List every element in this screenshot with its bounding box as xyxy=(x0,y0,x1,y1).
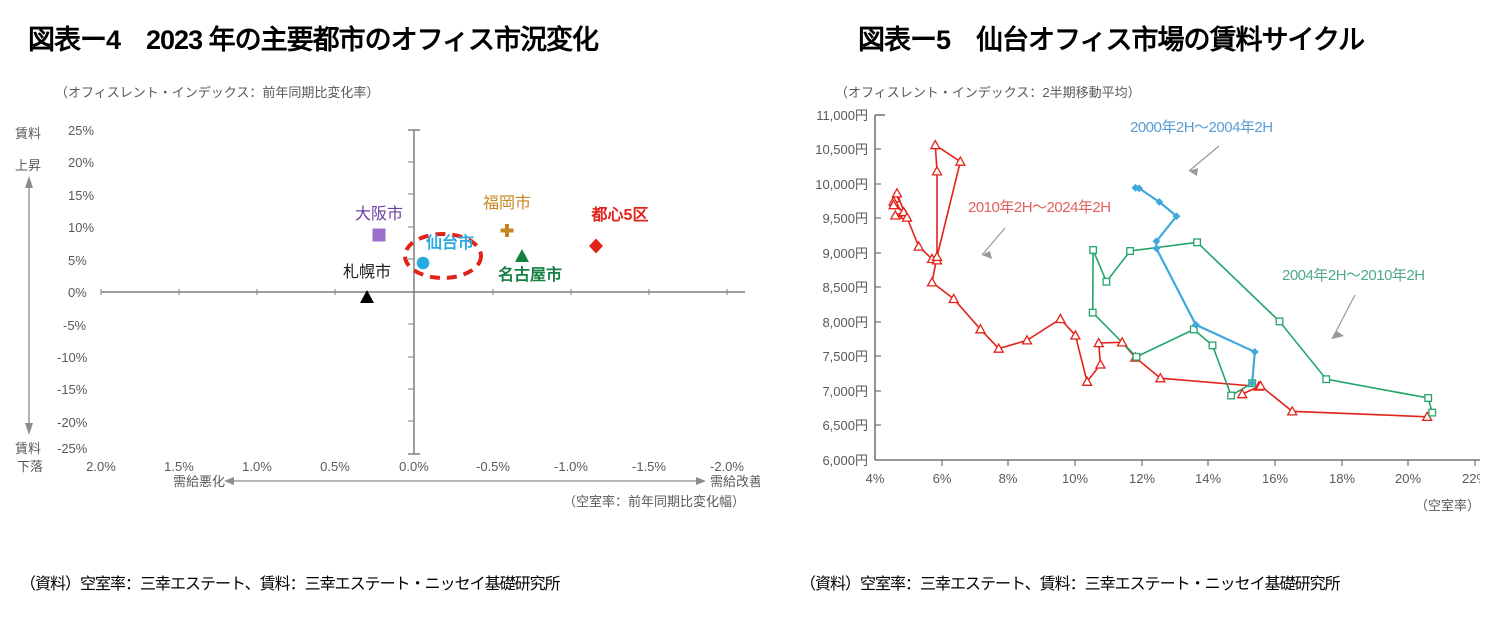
svg-text:2010年2H～2024年2H: 2010年2H～2024年2H xyxy=(968,199,1111,216)
svg-text:10,500円: 10,500円 xyxy=(815,142,868,157)
svg-text:9,000円: 9,000円 xyxy=(822,246,868,261)
svg-text:0.5%: 0.5% xyxy=(320,459,350,474)
svg-text:（空室率：前年同期比変化幅）: （空室率：前年同期比変化幅） xyxy=(563,494,745,509)
svg-text:1.0%: 1.0% xyxy=(242,459,272,474)
svg-text:4%: 4% xyxy=(866,471,885,486)
svg-text:5%: 5% xyxy=(68,253,87,268)
svg-text:0.0%: 0.0% xyxy=(399,459,429,474)
svg-text:9,500円: 9,500円 xyxy=(822,211,868,226)
svg-text:名古屋市: 名古屋市 xyxy=(498,265,562,284)
svg-text:18%: 18% xyxy=(1329,471,1355,486)
svg-text:福岡市: 福岡市 xyxy=(483,194,531,212)
svg-text:下落: 下落 xyxy=(17,459,43,474)
svg-text:8,000円: 8,000円 xyxy=(822,315,868,330)
svg-text:14%: 14% xyxy=(1195,471,1221,486)
svg-text:需給悪化: 需給悪化 xyxy=(173,474,225,489)
svg-text:-1.5%: -1.5% xyxy=(632,459,666,474)
svg-text:6,000円: 6,000円 xyxy=(822,453,868,468)
svg-text:6,500円: 6,500円 xyxy=(822,418,868,433)
svg-text:-25%: -25% xyxy=(57,441,88,456)
svg-text:11,000円: 11,000円 xyxy=(816,108,868,123)
svg-text:仙台市: 仙台市 xyxy=(426,233,474,252)
svg-text:8,500円: 8,500円 xyxy=(822,280,868,295)
svg-text:2004年2H～2010年2H: 2004年2H～2010年2H xyxy=(1282,267,1425,284)
svg-text:2000年2H～2004年2H: 2000年2H～2004年2H xyxy=(1130,119,1273,136)
svg-text:-20%: -20% xyxy=(57,415,88,430)
svg-text:25%: 25% xyxy=(68,123,94,138)
svg-text:賃料: 賃料 xyxy=(15,126,41,141)
svg-text:10%: 10% xyxy=(68,220,94,235)
svg-text:-15%: -15% xyxy=(57,382,88,397)
svg-text:2.0%: 2.0% xyxy=(86,459,116,474)
svg-text:大阪市: 大阪市 xyxy=(355,205,403,223)
svg-text:20%: 20% xyxy=(68,155,94,170)
svg-text:都心5区: 都心5区 xyxy=(591,205,649,224)
svg-text:7,000円: 7,000円 xyxy=(822,384,868,399)
svg-text:需給改善: 需給改善 xyxy=(710,474,760,489)
svg-text:-1.0%: -1.0% xyxy=(554,459,588,474)
svg-text:-5%: -5% xyxy=(63,318,87,333)
svg-text:10%: 10% xyxy=(1062,471,1088,486)
svg-text:15%: 15% xyxy=(68,188,94,203)
svg-text:1.5%: 1.5% xyxy=(164,459,194,474)
svg-text:賃料: 賃料 xyxy=(15,441,41,456)
svg-text:16%: 16% xyxy=(1262,471,1288,486)
svg-text:8%: 8% xyxy=(999,471,1018,486)
svg-text:12%: 12% xyxy=(1129,471,1155,486)
svg-text:-2.0%: -2.0% xyxy=(710,459,744,474)
svg-text:7,500円: 7,500円 xyxy=(822,349,868,364)
svg-text:上昇: 上昇 xyxy=(15,158,41,173)
svg-text:札幌市: 札幌市 xyxy=(343,263,391,281)
svg-text:6%: 6% xyxy=(933,471,952,486)
svg-text:-10%: -10% xyxy=(57,350,88,365)
svg-text:（空室率）: （空室率） xyxy=(1415,498,1480,513)
svg-text:0%: 0% xyxy=(68,285,87,300)
svg-text:22%: 22% xyxy=(1462,471,1480,486)
svg-text:10,000円: 10,000円 xyxy=(815,177,868,192)
svg-text:20%: 20% xyxy=(1395,471,1421,486)
svg-text:-0.5%: -0.5% xyxy=(476,459,510,474)
